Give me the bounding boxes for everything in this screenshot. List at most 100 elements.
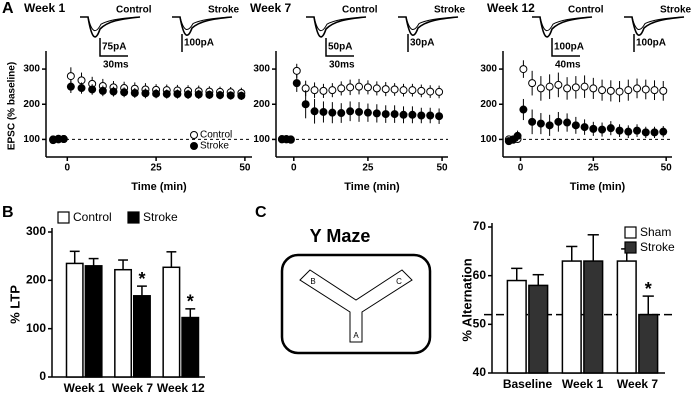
data-point — [98, 86, 107, 95]
data-point — [563, 118, 572, 127]
x-tick-label: 50 — [661, 163, 673, 174]
x-tick-label: Week 7 — [617, 377, 658, 391]
data-point — [589, 124, 598, 133]
y-tick-label: 300 — [23, 64, 40, 75]
bar — [132, 295, 151, 378]
data-point — [292, 66, 301, 75]
chart-title: Week 12 — [487, 1, 535, 15]
data-point — [381, 110, 390, 119]
data-point — [624, 86, 633, 95]
data-point — [120, 88, 129, 97]
bar — [561, 260, 582, 374]
data-point — [589, 84, 598, 93]
scale-label: 100pA — [554, 42, 584, 53]
data-point — [650, 128, 659, 137]
data-point — [363, 83, 372, 92]
data-point — [624, 127, 633, 136]
data-point — [372, 109, 381, 118]
data-point — [513, 131, 522, 140]
data-point — [528, 79, 537, 88]
data-point — [77, 84, 86, 93]
data-point — [641, 128, 650, 137]
arm-label: B — [310, 277, 315, 286]
data-point — [390, 85, 399, 94]
bar — [506, 279, 527, 374]
bar — [114, 268, 133, 378]
data-point — [355, 107, 364, 116]
x-tick-label: Week 7 — [112, 381, 153, 395]
x-tick-label: 25 — [588, 163, 600, 174]
chart-title: Week 1 — [24, 1, 65, 15]
scale-label: 100pA — [636, 38, 666, 49]
data-point — [286, 135, 295, 144]
scale-label: 75pA — [102, 42, 126, 53]
data-point — [328, 108, 337, 117]
bar — [638, 313, 659, 374]
data-point — [381, 85, 390, 94]
y-axis-label: % LTP — [7, 285, 22, 324]
y-axis-label: % Alternation — [459, 258, 474, 341]
legend-label: Stroke — [640, 240, 675, 254]
trace — [539, 16, 593, 32]
data-point — [426, 87, 435, 96]
data-point — [184, 90, 193, 99]
data-point — [580, 123, 589, 132]
legend-marker — [127, 211, 140, 224]
y-tick-label: 200 — [480, 99, 497, 110]
data-point — [641, 85, 650, 94]
data-point — [205, 90, 214, 99]
arm-label: A — [353, 331, 359, 340]
data-point — [328, 86, 337, 95]
legend-label: Stroke — [200, 141, 229, 152]
panel-label: B — [2, 204, 14, 221]
scale-bar — [551, 38, 580, 57]
scale-label: 50pA — [328, 42, 352, 53]
y-tick-label: 100 — [26, 321, 46, 335]
inset-label: Control — [568, 5, 604, 16]
x-tick-label: 25 — [151, 163, 163, 174]
data-point — [173, 90, 182, 99]
legend-label: Control — [73, 210, 112, 224]
bar — [528, 284, 549, 374]
inset-label: Control — [342, 5, 378, 16]
data-point — [337, 109, 346, 118]
inset-label: Stroke — [660, 5, 692, 16]
y-tick-label: 300 — [253, 64, 270, 75]
inset-label: Stroke — [208, 5, 240, 16]
data-point — [399, 110, 408, 119]
legend-marker — [57, 211, 70, 224]
trace — [313, 16, 367, 32]
x-tick-label: 0 — [65, 163, 71, 174]
data-point — [310, 86, 319, 95]
data-point — [301, 100, 310, 109]
data-point — [141, 89, 150, 98]
x-axis-label: Time (min) — [570, 181, 626, 193]
data-point — [536, 84, 545, 93]
data-point — [162, 90, 171, 99]
x-tick-label: 50 — [239, 163, 251, 174]
panel-label: A — [2, 0, 14, 17]
data-point — [88, 85, 97, 94]
legend-label: Control — [200, 130, 232, 141]
data-point — [66, 82, 75, 91]
data-point — [226, 91, 235, 100]
y-tick-label: 40 — [473, 365, 487, 379]
data-point — [659, 86, 668, 95]
data-point — [606, 86, 615, 95]
data-point — [363, 108, 372, 117]
x-axis-label: Time (min) — [131, 181, 187, 193]
data-point — [650, 86, 659, 95]
data-point — [408, 86, 417, 95]
data-point — [536, 119, 545, 128]
inset-label: Stroke — [434, 5, 466, 16]
data-point — [615, 87, 624, 96]
data-point — [237, 91, 246, 100]
data-point — [519, 65, 528, 74]
bar — [583, 260, 604, 374]
legend-marker — [624, 241, 637, 254]
y-tick-label: 100 — [480, 134, 497, 145]
y-tick-label: 60 — [473, 268, 487, 282]
scale-label: 30ms — [329, 60, 355, 71]
trace — [398, 16, 459, 36]
x-axis-label: Time (min) — [344, 181, 400, 193]
